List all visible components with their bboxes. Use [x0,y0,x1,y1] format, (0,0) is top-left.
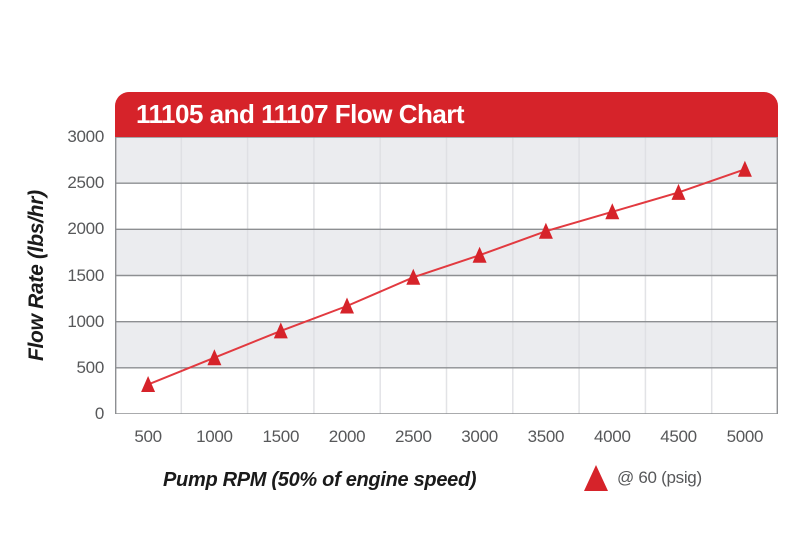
flow-rate-line-series [115,137,778,414]
x-tick-label: 3000 [461,427,498,446]
x-tick-label: 1500 [262,427,300,446]
y-tick-label: 3000 [67,127,104,146]
x-axis-tick-labels: 500 1000 1500 2000 2500 3000 3500 4000 4500 5000 [115,427,778,449]
y-tick-label: 2500 [67,173,104,193]
y-tick-label: 2000 [67,219,104,239]
x-axis-title: Pump RPM (50% of engine speed) [163,469,477,491]
x-tick-label: 500 [134,427,162,446]
y-tick-label: 500 [76,357,105,377]
chart-title: 11105 and 11107 Flow Chart [136,99,465,129]
x-tick-label: 2500 [394,427,432,446]
triangle-up-marker-icon [584,465,608,491]
y-axis-tick-labels: 0 500 1000 1500 2000 2500 3000 [0,127,105,423]
x-tick-label: 4500 [660,427,697,446]
y-tick-label: 0 [94,404,104,423]
x-tick-label: 4000 [593,427,631,446]
x-tick-label: 1000 [196,427,233,446]
x-tick-label: 3500 [527,427,565,446]
legend-label: @ 60 (psig) [617,468,702,487]
plot-area [115,137,778,414]
legend: @ 60 (psig) [584,463,702,493]
y-tick-label: 1500 [67,265,104,285]
chart-title-banner: 11105 and 11107 Flow Chart [115,92,778,137]
y-tick-label: 1000 [67,311,104,331]
x-tick-label: 2000 [328,427,366,446]
x-tick-label: 5000 [726,427,764,446]
